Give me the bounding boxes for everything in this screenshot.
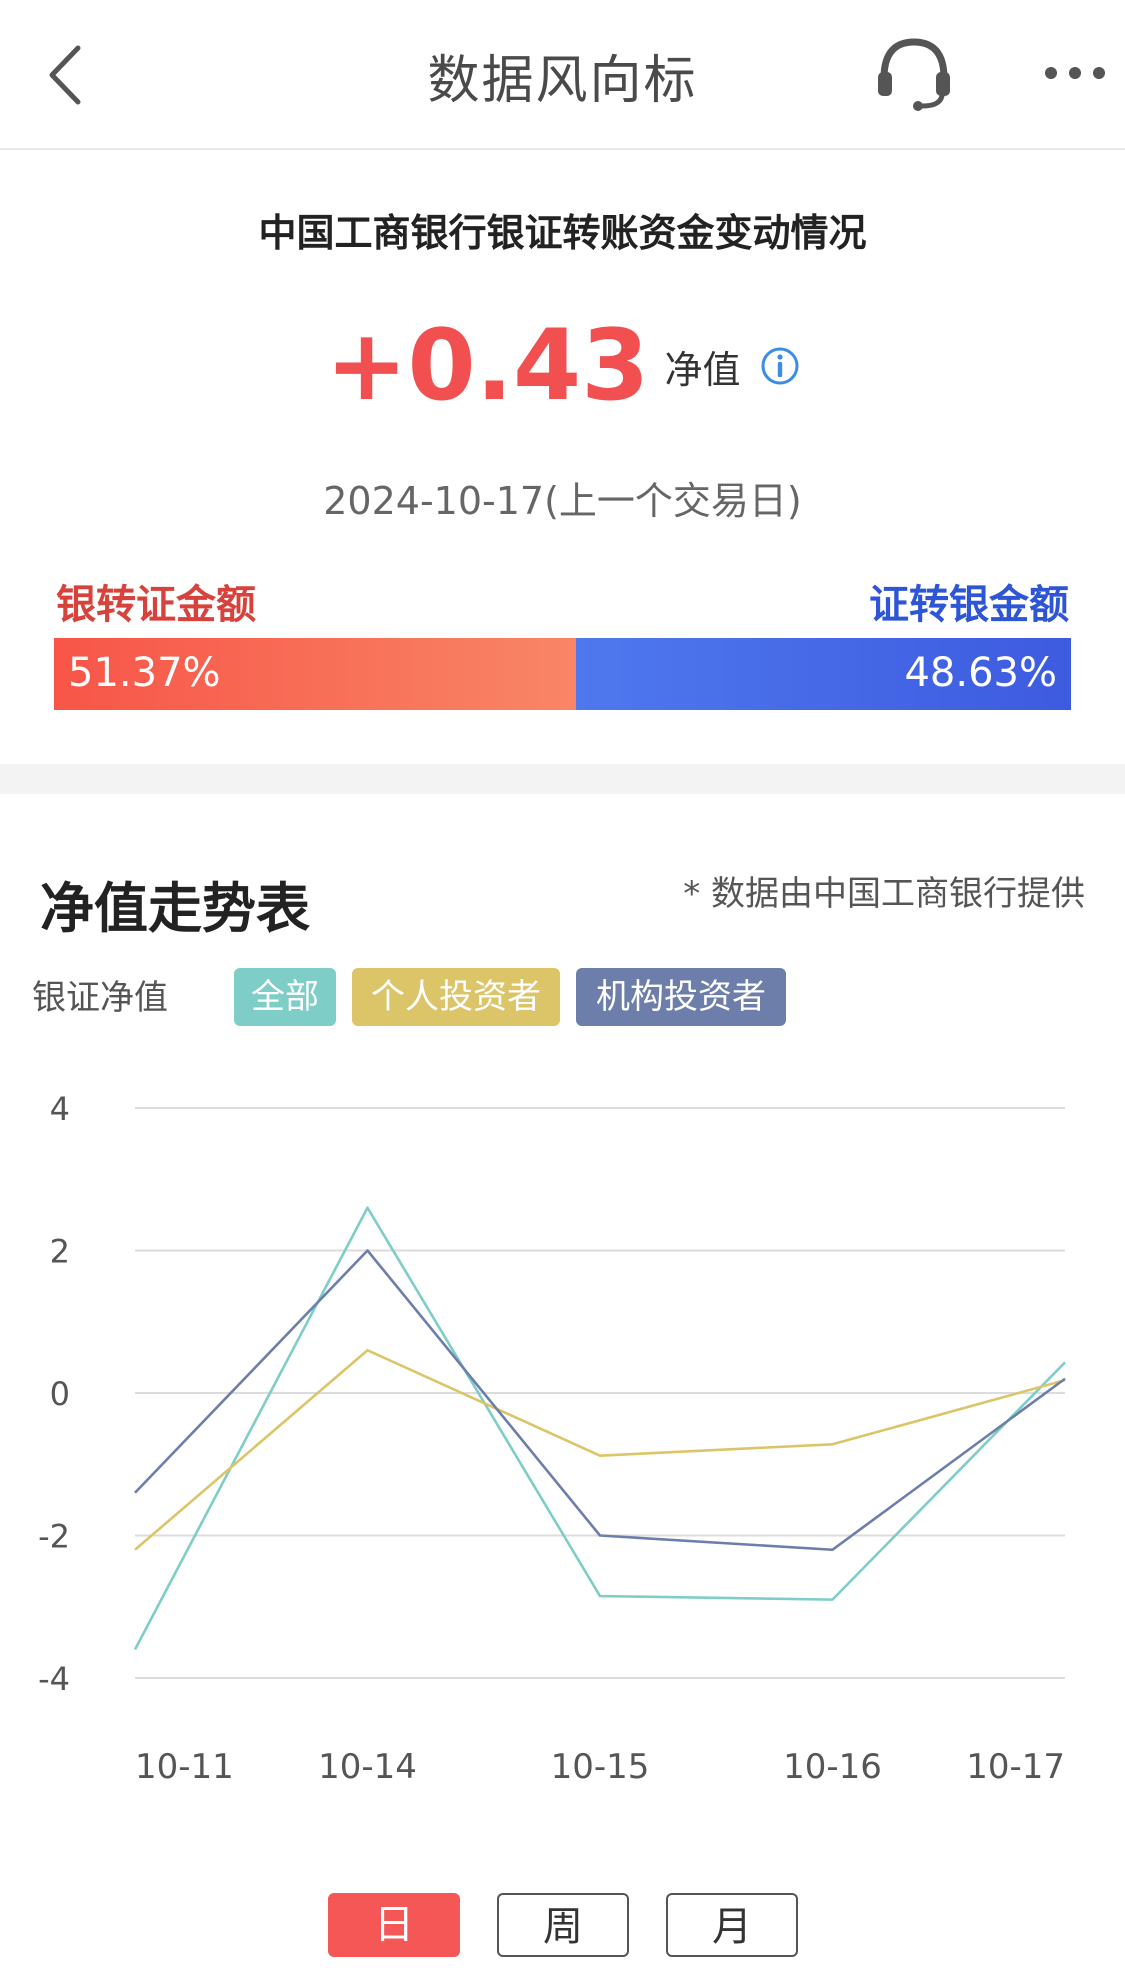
period-day-button[interactable]: 日 [328,1893,460,1957]
securities-to-bank-label: 证转银金额 [869,582,1069,628]
x-tick-label: 10-14 [318,1747,417,1787]
period-month-button[interactable]: 月 [666,1893,798,1957]
x-tick-label: 10-15 [551,1747,650,1787]
x-tick-label: 10-11 [135,1747,234,1787]
filter-all-chip[interactable]: 全部 [234,968,336,1026]
y-axis-caption: 银证净值 [32,978,168,1018]
summary-title: 中国工商银行银证转账资金变动情况 [258,211,867,255]
transfer-ratio-bar: 51.37% 48.63% [54,638,1071,710]
x-tick-label: 10-16 [783,1747,882,1787]
chevron-left-icon[interactable] [40,40,92,110]
series-line-1 [133,1206,1066,1651]
info-icon[interactable] [760,346,800,386]
trade-date: 2024-10-17(上一个交易日) [323,479,802,523]
series-line-2 [134,1348,1066,1551]
y-tick-label: 0 [50,1375,70,1413]
y-tick-label: -2 [38,1518,70,1556]
net-value: +0.43 [325,309,650,423]
section-divider [0,764,1125,794]
y-tick-label: -4 [38,1660,70,1698]
net-value-row: +0.43 净值 [0,316,1125,416]
filter-institution-chip[interactable]: 机构投资者 [576,968,786,1026]
securities-to-bank-bar: 48.63% [576,638,1071,710]
more-dots-icon[interactable] [1042,58,1108,88]
net-value-line-chart: 4 2 0 -2 -4 10-11 10-14 10-15 10-16 10-17 [38,1090,1066,1787]
trend-title: 净值走势表 [40,877,310,940]
top-bar: 数据风向标 [0,0,1125,150]
filter-individual-chip[interactable]: 个人投资者 [352,968,560,1026]
data-source-note: * 数据由中国工商银行提供 [683,874,1085,914]
bank-to-securities-bar: 51.37% [54,638,577,710]
bank-to-securities-label: 银转证金额 [56,582,256,628]
net-label: 净值 [664,347,741,392]
y-tick-label: 4 [50,1090,70,1128]
series-line-3 [134,1249,1066,1552]
period-week-button[interactable]: 周 [497,1893,629,1957]
securities-to-bank-pct: 48.63% [904,650,1057,696]
headset-icon[interactable] [874,36,954,112]
y-tick-label: 2 [50,1233,70,1271]
bank-to-securities-pct: 51.37% [68,650,221,696]
x-tick-label: 10-17 [966,1747,1065,1787]
page-title: 数据风向标 [427,51,698,111]
